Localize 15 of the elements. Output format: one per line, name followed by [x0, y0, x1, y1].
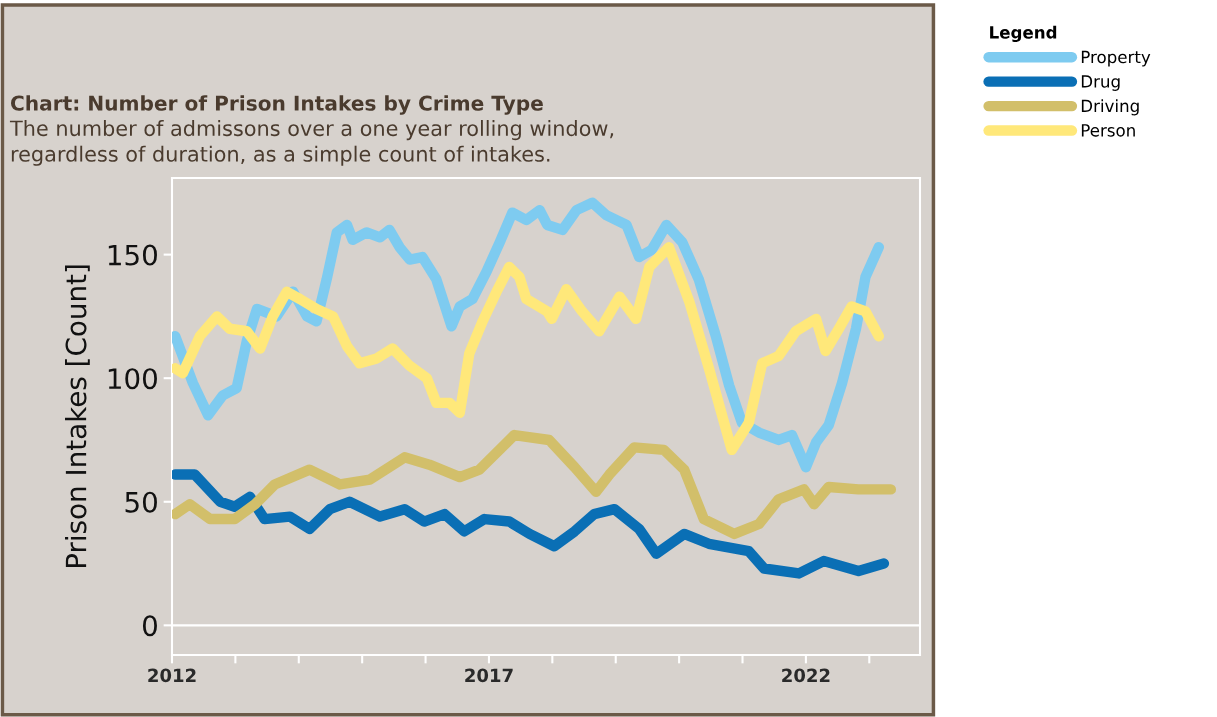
legend-label: Property	[1081, 50, 1151, 67]
y-axis-title: Prison Intakes [Count]	[65, 265, 90, 568]
x-tick-label: 2017	[465, 668, 513, 683]
y-tick-label: 50	[125, 491, 157, 513]
x-tick-label: 2012	[148, 668, 196, 683]
y-tick-label: 0	[142, 615, 157, 637]
legend-label: Person	[1081, 124, 1135, 137]
chart-subtitle: The number of admissons over a one year rolling window, regardless of duration, as a simple count of intakes.	[9, 120, 614, 166]
y-tick-label: 150	[108, 244, 157, 266]
x-tick-label: 2022	[782, 668, 830, 683]
legend-title: Legend	[990, 25, 1057, 43]
legend-label: Driving	[1081, 99, 1139, 116]
y-tick-label: 100	[108, 368, 157, 390]
legend-label: Drug	[1081, 75, 1120, 91]
chart-title: Chart: Number of Prison Intakes by Crime Type	[11, 95, 543, 115]
